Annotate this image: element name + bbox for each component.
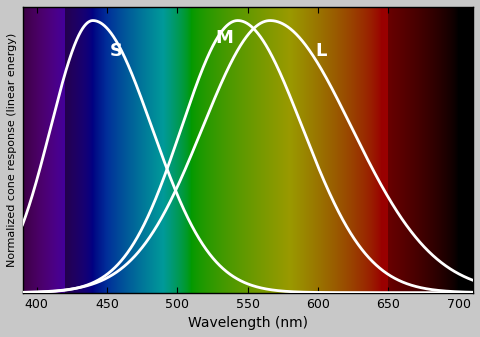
Y-axis label: Normalized cone response (linear energy): Normalized cone response (linear energy) [7, 33, 17, 267]
Text: S: S [110, 42, 123, 60]
X-axis label: Wavelength (nm): Wavelength (nm) [188, 316, 308, 330]
Text: L: L [315, 42, 326, 60]
Text: M: M [215, 29, 233, 47]
